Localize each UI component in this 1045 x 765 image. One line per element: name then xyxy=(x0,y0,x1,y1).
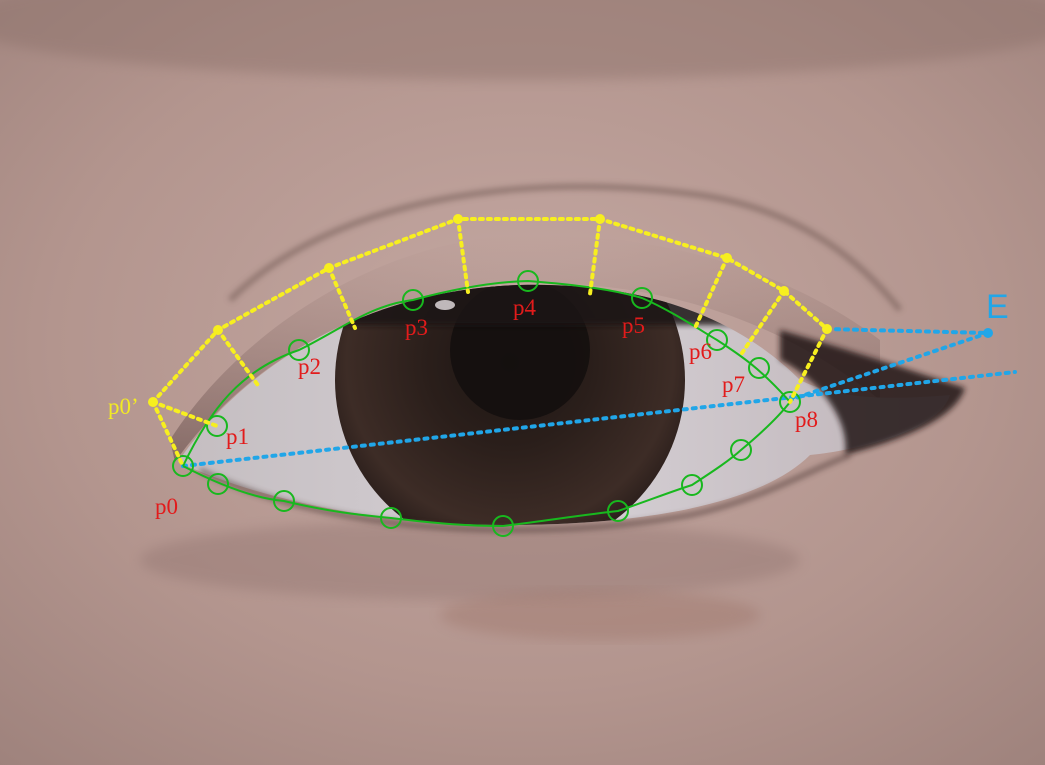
label-E: E xyxy=(986,288,1009,326)
landmark-lower-2 xyxy=(273,490,295,512)
projected-point-4 xyxy=(595,214,605,224)
label-p6: p6 xyxy=(689,339,712,364)
projected-point-p0-prime xyxy=(148,397,158,407)
extension-line-E-to-p8 xyxy=(788,331,990,402)
label-p8: p8 xyxy=(795,407,818,432)
label-p1: p1 xyxy=(226,424,249,449)
landmark-lower-5 xyxy=(607,500,629,522)
label-p7: p7 xyxy=(722,372,745,397)
extension-line-to-E xyxy=(825,327,990,335)
label-p3: p3 xyxy=(405,315,428,340)
connector-6 xyxy=(738,289,786,358)
projected-point-7 xyxy=(822,324,832,334)
landmark-p6 xyxy=(706,329,728,351)
landmark-p2 xyxy=(288,339,310,361)
eye-contour-lower xyxy=(182,401,791,528)
projected-point-1 xyxy=(213,325,223,335)
connector-p0-p1 xyxy=(151,400,219,428)
connector-1 xyxy=(216,328,262,390)
label-p0: p0 xyxy=(155,494,178,519)
landmark-lower-4 xyxy=(492,515,514,537)
landmark-lower-3 xyxy=(380,507,402,529)
landmark-lower-7 xyxy=(730,439,752,461)
connector-p0 xyxy=(151,400,185,468)
connector-7 xyxy=(788,327,829,404)
projected-points xyxy=(148,214,832,407)
label-p2: p2 xyxy=(298,354,321,379)
contour-landmarks xyxy=(172,270,801,537)
landmark-p8 xyxy=(779,391,801,413)
extension-lines xyxy=(181,327,1017,468)
projected-polyline xyxy=(151,217,829,404)
label-p5: p5 xyxy=(622,313,645,338)
point-E xyxy=(983,328,993,338)
label-p0-prime: p0’ xyxy=(108,394,139,419)
landmark-p5 xyxy=(631,287,653,309)
eye-contour-upper xyxy=(182,279,791,467)
landmark-lower-6 xyxy=(681,474,703,496)
projected-outline xyxy=(151,217,829,468)
projected-point-3 xyxy=(453,214,463,224)
landmark-p0 xyxy=(172,455,194,477)
landmark-p1 xyxy=(206,415,228,437)
landmark-p3 xyxy=(402,289,424,311)
projected-point-5 xyxy=(722,253,732,263)
connector-3 xyxy=(456,217,470,294)
extension-line-p0-axis xyxy=(181,370,1017,468)
connector-4 xyxy=(588,217,602,296)
label-p4: p4 xyxy=(513,295,537,320)
landmark-p7 xyxy=(748,357,770,379)
landmark-lower-1 xyxy=(207,473,229,495)
projected-point-2 xyxy=(324,263,334,273)
landmark-p4 xyxy=(517,270,539,292)
projected-point-6 xyxy=(779,286,789,296)
connector-2 xyxy=(327,266,357,330)
connector-5 xyxy=(693,256,729,330)
